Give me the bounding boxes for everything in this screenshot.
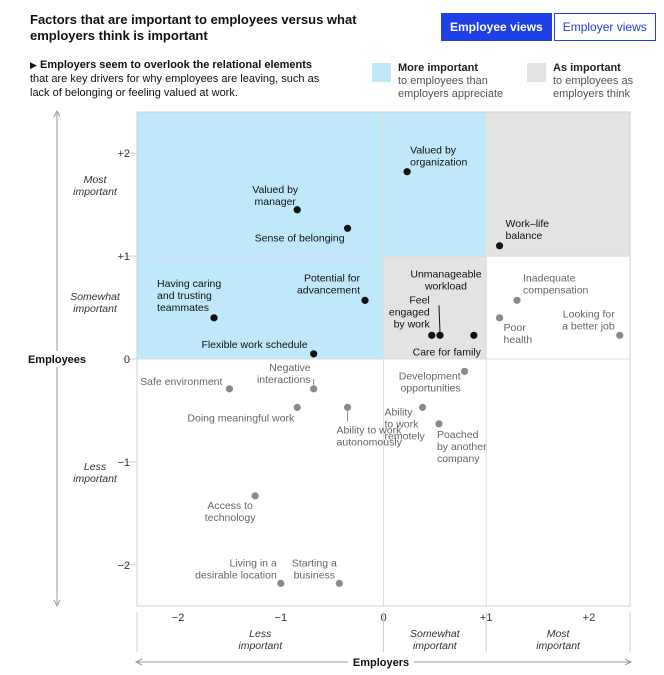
point-label: Valued by manager [252, 184, 299, 208]
leader-line [438, 305, 441, 333]
point-label: Unmanageable workload [410, 268, 481, 292]
data-point [310, 385, 318, 393]
x-tick-label: −2 [172, 612, 185, 624]
data-points [210, 168, 624, 587]
legend-as-important: As important to employees as employers t… [527, 62, 637, 101]
note-headline: Employers seem to overlook the relationa… [39, 59, 313, 71]
tab-employer-views[interactable]: Employer views [553, 13, 656, 41]
arrow-left-icon [134, 658, 143, 666]
arrow-down-icon [53, 599, 61, 608]
legend-swatch-blue [372, 63, 391, 82]
data-point [403, 168, 411, 176]
point-label: Valued by organization [410, 145, 467, 169]
x-axis-title: Employers [353, 657, 409, 669]
data-point [343, 403, 352, 411]
y-band-label: Less important [73, 461, 118, 485]
tab-employee-views[interactable]: Employee views [441, 13, 552, 41]
y-band-label: Most important [73, 174, 118, 198]
point-label: Living in a desirable location [195, 557, 277, 581]
point-label: Safe environment [140, 376, 222, 388]
view-tabs: Employee views Employer views [441, 13, 656, 41]
data-point [343, 224, 352, 232]
point-label: Access to technology [205, 500, 257, 524]
legend-swatch-gray [527, 63, 546, 82]
data-point [495, 314, 504, 322]
data-point [436, 331, 444, 339]
point-label: Ability to work remotely [385, 406, 426, 442]
data-point [251, 492, 259, 500]
y-band-label: Somewhat important [70, 291, 121, 315]
key-insight-note: ▶ Employers seem to overlook the relatio… [30, 58, 330, 100]
legend-title: More important [398, 62, 479, 74]
y-tick-label: −1 [117, 457, 130, 469]
point-label: Feel engaged by work [389, 294, 431, 330]
y-axis-title-bg [26, 351, 88, 367]
point-label: Looking for a better job [562, 308, 615, 332]
zone-gray-top [486, 112, 630, 257]
legend-subtitle: to employees than employers appreciate [398, 75, 504, 100]
point-label: Ability to work autonomously [337, 424, 403, 448]
data-point [435, 420, 443, 428]
point-label: Development opportunities [399, 370, 461, 394]
y-axis-title: Employees [28, 354, 86, 366]
triangle-right-icon: ▶ [30, 60, 37, 70]
legend-more-important: More important to employees than employe… [372, 62, 507, 101]
data-point [418, 403, 427, 411]
arrow-right-icon [624, 658, 633, 666]
x-axis-title-bg [348, 655, 414, 669]
point-label: Starting a business [292, 557, 337, 581]
data-point [225, 385, 234, 393]
data-point [335, 579, 343, 587]
point-label: Doing meaningful work [187, 412, 295, 424]
x-band-label: Somewhat important [410, 628, 461, 652]
data-point [616, 331, 624, 339]
point-label: Flexible work schedule [201, 339, 307, 351]
point-label: Potential for advancement [297, 272, 361, 296]
y-tick-label: +1 [117, 251, 130, 263]
legend-title: As important [553, 62, 621, 74]
point-label: Negative interactions [257, 362, 311, 386]
y-tick-label: +2 [117, 148, 130, 160]
data-point [210, 314, 218, 322]
data-point [428, 331, 436, 339]
point-label: Work–life balance [506, 218, 550, 242]
chart-title: Factors that are important to employees … [30, 12, 357, 43]
data-point [513, 296, 521, 304]
zone-blue-top [383, 112, 487, 257]
y-tick-label: −2 [117, 560, 130, 572]
point-label: Care for family [413, 346, 482, 358]
x-band-label: Most important [536, 628, 581, 652]
x-tick-label: +2 [583, 612, 596, 624]
point-label: Poor health [504, 322, 533, 346]
point-label: Having caring and trusting teammates [157, 278, 221, 314]
data-point [310, 350, 318, 358]
point-label: Poached by another company [437, 429, 487, 465]
legend-subtitle: to employees as employers think [553, 75, 634, 100]
data-point [495, 242, 504, 250]
data-point [277, 579, 285, 587]
x-band-label: Less important [238, 628, 283, 652]
data-point [361, 296, 369, 304]
arrow-up-icon [53, 109, 61, 118]
point-label: Sense of belonging [255, 232, 345, 244]
data-point [293, 206, 301, 214]
note-body: that are key drivers for why employees a… [30, 73, 320, 99]
data-point [293, 403, 301, 411]
zone-gray-middle [383, 256, 487, 359]
x-tick-label: −1 [275, 612, 288, 624]
y-tick-label: 0 [124, 354, 130, 366]
data-point [461, 367, 469, 375]
data-point [470, 331, 478, 339]
point-label: Inadequate compensation [523, 272, 589, 296]
